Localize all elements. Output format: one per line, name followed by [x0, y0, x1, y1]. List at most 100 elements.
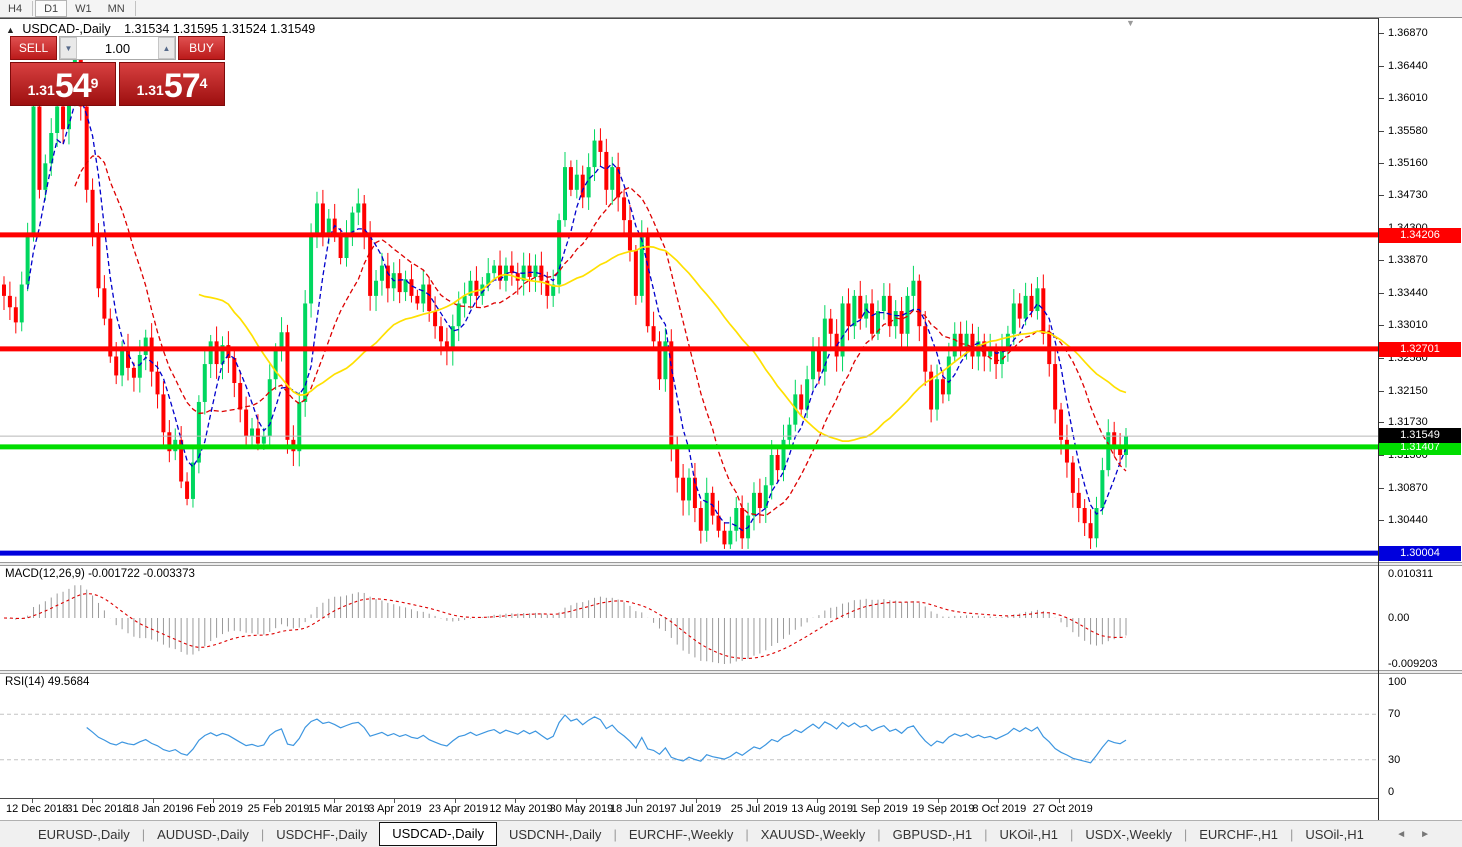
- support-line-price-label: 1.30004: [1379, 546, 1461, 562]
- date-label: 3 Apr 2019: [368, 803, 422, 815]
- time-tick: [636, 799, 637, 803]
- macd-scale: 0.010311 0.00 -0.009203: [1379, 566, 1462, 670]
- charts-column: ▲ USDCAD-,Daily 1.31534 1.31595 1.31524 …: [0, 18, 1378, 820]
- tab-scroll-left-icon[interactable]: ◄: [1396, 828, 1421, 840]
- scale-splitter: [1379, 562, 1462, 566]
- timeframe-button-d1[interactable]: D1: [35, 0, 68, 17]
- sell-button[interactable]: SELL: [10, 36, 57, 60]
- chart-tab-ukoil[interactable]: UKOil-,H1: [999, 826, 1058, 842]
- price-tick-label: 1.30440: [1388, 514, 1428, 527]
- rsi-scale-label: 30: [1388, 754, 1401, 766]
- buy-price-box[interactable]: 1.31 57 4: [119, 62, 225, 106]
- date-label: 7 Jul 2019: [670, 803, 722, 815]
- sell-price-pip: 9: [90, 75, 99, 91]
- time-tick: [92, 799, 94, 803]
- time-tick: [998, 799, 1000, 803]
- sell-price-box[interactable]: 1.31 54 9: [10, 62, 116, 106]
- chart-shift-marker-icon[interactable]: ▼: [1126, 18, 1135, 28]
- time-axis[interactable]: 12 Dec 2018 31 Dec 2018 18 Jan 2019 6 Feb 2…: [0, 799, 1378, 820]
- chart-title-bar: ▲ USDCAD-,Daily 1.31534 1.31595 1.31524 …: [6, 22, 315, 36]
- price-tick-label: 1.36010: [1388, 92, 1428, 105]
- time-tick: [454, 799, 456, 803]
- chart-tab-usdx[interactable]: USDX-,Weekly: [1085, 826, 1172, 842]
- tab-divider: |: [877, 826, 881, 842]
- rsi-scale-label: 0: [1388, 786, 1395, 798]
- tab-divider: |: [984, 826, 988, 842]
- scale-tick: [1379, 358, 1384, 359]
- date-label: 6 Feb 2019: [187, 803, 243, 815]
- price-scale-main[interactable]: 1.36870 1.36440 1.36010 1.35580 1.35160 1.347…: [1379, 18, 1462, 562]
- panel-splitter[interactable]: [0, 562, 1378, 566]
- time-tick: [696, 799, 698, 803]
- scale-tick: [1379, 65, 1384, 67]
- date-label: 25 Feb 2019: [247, 803, 310, 815]
- scale-tick: [1379, 195, 1384, 197]
- tab-divider: |: [141, 826, 146, 842]
- main-price-chart[interactable]: ▲ USDCAD-,Daily 1.31534 1.31595 1.31524 …: [0, 18, 1378, 562]
- macd-plot: [3, 585, 1127, 664]
- chart-tab-gbpusd[interactable]: GBPUSD-,H1: [892, 826, 973, 842]
- price-tick-label: 1.32150: [1388, 384, 1428, 397]
- price-tick-label: 1.33010: [1388, 319, 1428, 332]
- sell-price-main: 54: [54, 67, 92, 105]
- timeframe-button-mn[interactable]: MN: [107, 2, 125, 15]
- volume-decrease-icon[interactable]: ▼: [60, 37, 77, 59]
- timeframe-toolbar: H4 D1 W1 MN: [0, 0, 1462, 18]
- price-tick-label: 1.33440: [1388, 286, 1428, 299]
- date-label: 27 Oct 2019: [1032, 803, 1093, 815]
- chart-symbol-title: USDCAD-,Daily: [22, 22, 111, 36]
- time-tick: [817, 799, 819, 803]
- price-tick-label: 1.35580: [1388, 124, 1428, 137]
- price-tick-label: 1.36870: [1388, 27, 1428, 39]
- tab-divider: |: [745, 826, 749, 842]
- tab-divider: |: [260, 826, 265, 842]
- chart-workspace: ▲ USDCAD-,Daily 1.31534 1.31595 1.31524 …: [0, 18, 1462, 820]
- time-tick: [334, 799, 335, 803]
- chart-tab-usdcnh[interactable]: USDCNH-,Daily: [508, 826, 602, 842]
- date-label: 31 Dec 2018: [66, 803, 129, 815]
- timeframe-button-h4[interactable]: H4: [8, 2, 23, 15]
- chart-tab-eurchf[interactable]: EURCHF-,H1: [1199, 826, 1278, 842]
- scale-tick: [1379, 325, 1384, 327]
- chart-tab-usoil[interactable]: USOil-,H1: [1305, 826, 1364, 842]
- time-tick: [515, 799, 517, 803]
- price-tick-label: 1.31730: [1388, 416, 1428, 429]
- time-tick: [877, 799, 879, 803]
- date-label: 15 Mar 2019: [308, 803, 370, 815]
- macd-label: MACD(12,26,9) -0.001722 -0.003373: [5, 568, 195, 580]
- volume-increase-icon[interactable]: ▲: [158, 37, 175, 59]
- volume-input[interactable]: [77, 37, 158, 59]
- tab-scroll-right-icon[interactable]: ►: [1420, 828, 1444, 840]
- buy-price-pip: 4: [199, 75, 208, 91]
- price-scale-column[interactable]: 1.36870 1.36440 1.36010 1.35580 1.35160 1.347…: [1378, 18, 1462, 820]
- timeframe-button-w1[interactable]: W1: [75, 2, 92, 15]
- time-tick: [394, 799, 396, 803]
- scale-tick: [1379, 422, 1384, 424]
- macd-indicator-panel[interactable]: MACD(12,26,9) -0.001722 -0.003373: [0, 566, 1378, 670]
- buy-price-main: 57: [163, 67, 201, 105]
- rsi-scale-label: 70: [1388, 708, 1401, 720]
- rsi-label: RSI(14) 49.5684: [5, 676, 90, 688]
- chart-tab-eurusd[interactable]: EURUSD-,Daily: [38, 826, 130, 842]
- chart-tab-usdcad[interactable]: USDCAD-,Daily: [379, 822, 497, 846]
- scale-tick: [1379, 292, 1384, 294]
- buy-button[interactable]: BUY: [178, 36, 225, 60]
- rsi-plot: [0, 713, 1378, 764]
- chart-tab-audusd[interactable]: AUDUSD-,Daily: [157, 826, 249, 842]
- chart-tab-xauusd[interactable]: XAUUSD-,Weekly: [760, 826, 866, 842]
- collapse-arrow-icon[interactable]: ▲: [6, 25, 15, 35]
- date-label: 25 Jul 2019: [730, 803, 788, 815]
- time-tick: [1058, 799, 1060, 803]
- scale-tick: [1379, 130, 1384, 132]
- chart-tab-usdchf[interactable]: USDCHF-,Daily: [276, 826, 368, 842]
- rsi-indicator-panel[interactable]: RSI(14) 49.5684: [0, 674, 1378, 799]
- toolbar-separator: [134, 1, 136, 16]
- tab-divider: |: [1183, 826, 1188, 842]
- tab-divider: |: [613, 826, 617, 842]
- tab-divider: |: [1289, 826, 1294, 842]
- scale-tick: [1379, 162, 1384, 164]
- chart-tab-eurchf[interactable]: EURCHF-,Weekly: [628, 826, 734, 842]
- date-label: 8 Oct 2019: [972, 803, 1027, 815]
- panel-splitter[interactable]: [0, 670, 1378, 674]
- tab-scroll-nav: ◄►: [1396, 829, 1462, 840]
